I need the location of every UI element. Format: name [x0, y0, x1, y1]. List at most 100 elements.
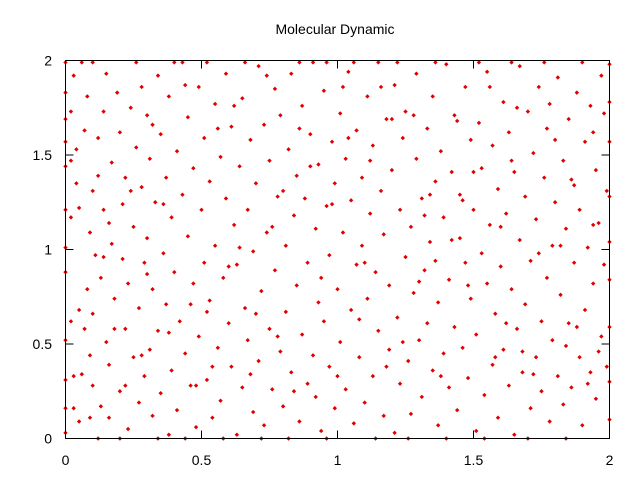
- data-point: [389, 167, 395, 173]
- data-point: [531, 150, 536, 156]
- data-point: [161, 201, 166, 207]
- data-point: [286, 147, 291, 152]
- data-point: [593, 167, 599, 173]
- data-point: [106, 362, 112, 367]
- data-point: [438, 373, 444, 379]
- data-point: [68, 109, 74, 114]
- data-point: [144, 271, 150, 277]
- data-point: [147, 156, 153, 161]
- data-point: [248, 372, 253, 377]
- data-point: [449, 169, 454, 175]
- data-point: [395, 315, 400, 320]
- x-tick-labels: 0 0.5 1 1.5 2: [62, 452, 614, 468]
- data-point: [169, 215, 174, 220]
- data-point: [359, 175, 365, 180]
- data-point: [106, 220, 112, 226]
- data-point: [433, 60, 438, 65]
- data-point: [528, 406, 533, 411]
- data-point: [419, 196, 425, 201]
- data-point: [297, 126, 302, 131]
- data-point: [180, 192, 185, 197]
- data-point: [403, 254, 408, 260]
- data-point: [193, 383, 199, 388]
- data-point: [558, 243, 563, 248]
- y-tick-label: 0.5: [33, 336, 53, 352]
- data-point: [514, 326, 520, 332]
- data-point: [427, 192, 433, 197]
- data-point: [182, 82, 188, 88]
- data-point: [378, 188, 384, 194]
- data-point: [593, 396, 599, 402]
- data-point: [471, 207, 476, 213]
- data-point: [542, 60, 547, 65]
- data-point: [161, 251, 166, 256]
- data-point: [90, 188, 95, 194]
- data-point: [136, 400, 142, 405]
- data-point: [498, 224, 503, 230]
- data-point: [305, 381, 310, 386]
- data-point: [604, 364, 609, 369]
- data-point: [264, 73, 269, 78]
- data-point: [569, 177, 574, 182]
- data-point: [302, 196, 308, 201]
- data-point: [340, 84, 346, 90]
- data-point: [85, 286, 90, 292]
- data-point: [134, 60, 139, 65]
- data-point: [414, 156, 419, 161]
- data-point: [150, 286, 155, 292]
- data-point: [299, 332, 305, 337]
- data-point: [408, 411, 414, 417]
- data-point: [547, 419, 552, 424]
- data-point: [539, 319, 544, 324]
- data-point: [571, 183, 577, 188]
- data-point: [474, 428, 479, 434]
- data-point: [123, 175, 128, 180]
- data-point: [435, 423, 441, 428]
- data-point: [117, 389, 123, 394]
- data-point: [204, 377, 210, 383]
- data-point: [231, 222, 237, 228]
- data-point: [242, 60, 248, 65]
- data-point: [278, 113, 283, 118]
- data-point: [552, 200, 558, 205]
- data-point: [533, 217, 539, 222]
- data-point: [406, 358, 411, 364]
- data-point: [335, 286, 340, 292]
- data-point: [278, 349, 283, 354]
- data-point: [131, 355, 136, 360]
- data-point: [280, 188, 286, 194]
- data-point: [120, 201, 125, 207]
- data-point: [550, 338, 555, 343]
- data-point: [188, 302, 193, 307]
- data-point: [384, 364, 389, 369]
- data-point: [479, 251, 484, 256]
- data-point: [482, 392, 487, 398]
- data-point: [476, 120, 482, 126]
- data-point: [332, 181, 337, 186]
- data-point: [425, 321, 430, 326]
- data-point: [327, 364, 332, 369]
- data-point: [136, 305, 142, 311]
- data-point: [531, 372, 536, 377]
- data-point: [471, 169, 476, 175]
- data-point: [490, 362, 495, 367]
- data-point: [134, 145, 139, 150]
- data-point: [509, 286, 514, 292]
- data-point: [498, 264, 503, 269]
- data-point: [142, 373, 147, 379]
- data-point: [229, 364, 234, 369]
- data-point: [308, 132, 313, 137]
- data-point: [71, 406, 76, 411]
- data-point: [264, 230, 269, 235]
- data-points: [63, 60, 612, 441]
- data-point: [120, 256, 125, 262]
- data-point: [493, 311, 498, 316]
- data-point: [542, 175, 547, 180]
- data-point: [367, 211, 373, 216]
- data-point: [131, 224, 136, 230]
- data-point: [123, 383, 128, 388]
- data-point: [166, 432, 172, 437]
- data-point: [392, 430, 397, 436]
- data-point: [212, 101, 218, 107]
- data-point: [291, 213, 297, 218]
